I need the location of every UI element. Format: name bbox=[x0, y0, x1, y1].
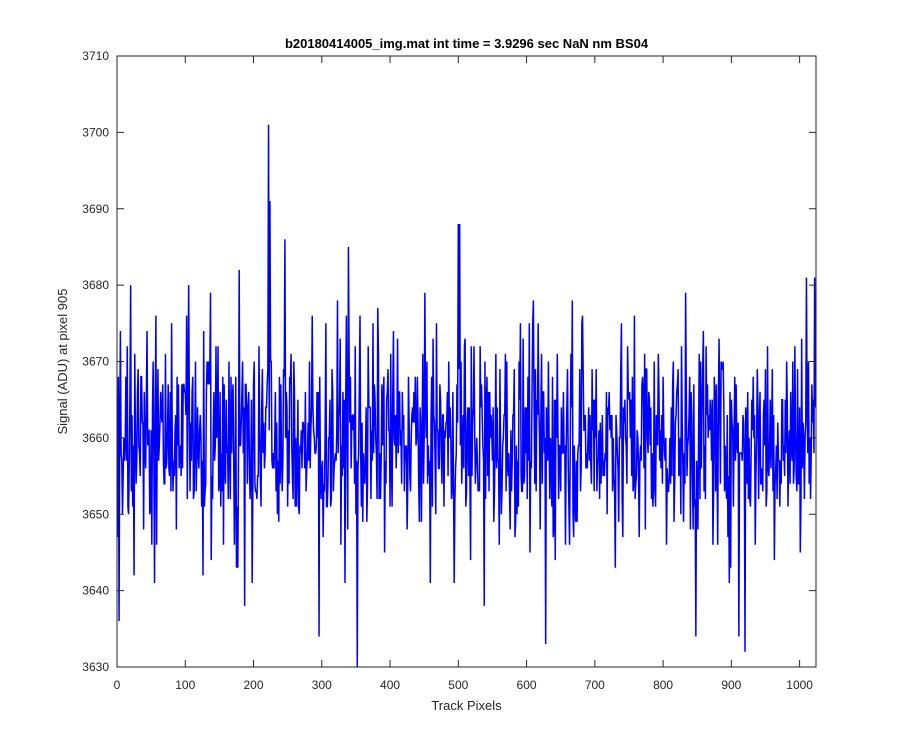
signal-series-line bbox=[117, 124, 816, 667]
y-tick-label: 3630 bbox=[82, 660, 109, 674]
x-tick-label: 900 bbox=[721, 678, 741, 692]
x-tick-label: 200 bbox=[244, 678, 264, 692]
plot-area bbox=[117, 56, 816, 667]
y-tick-label: 3710 bbox=[82, 49, 109, 63]
tick-labels-layer: 0 100 200 300 400 500 600 700 800 900 1000 3630 3640… bbox=[82, 49, 813, 692]
x-tick-label: 700 bbox=[585, 678, 605, 692]
x-tick-label: 500 bbox=[448, 678, 468, 692]
x-tick-label: 0 bbox=[114, 678, 121, 692]
y-tick-label: 3670 bbox=[82, 355, 109, 369]
y-tick-label: 3690 bbox=[82, 202, 109, 216]
y-axis-label: Signal (ADU) at pixel 905 bbox=[55, 289, 70, 435]
y-tick-label: 3680 bbox=[82, 278, 109, 292]
x-tick-label: 100 bbox=[175, 678, 195, 692]
series-layer bbox=[117, 124, 816, 667]
chart-title: b20180414005_img.mat int time = 3.9296 s… bbox=[285, 36, 649, 51]
axes-box bbox=[116, 55, 817, 668]
x-tick-label: 400 bbox=[380, 678, 400, 692]
y-tick-label: 3700 bbox=[82, 125, 109, 139]
x-tick-label: 1000 bbox=[786, 678, 813, 692]
y-tick-label: 3660 bbox=[82, 431, 109, 445]
x-axis-label: Track Pixels bbox=[431, 698, 502, 713]
y-tick-label: 3650 bbox=[82, 507, 109, 521]
x-tick-label: 800 bbox=[653, 678, 673, 692]
y-tick-label: 3640 bbox=[82, 584, 109, 598]
x-tick-label: 600 bbox=[517, 678, 537, 692]
x-tick-label: 300 bbox=[312, 678, 332, 692]
